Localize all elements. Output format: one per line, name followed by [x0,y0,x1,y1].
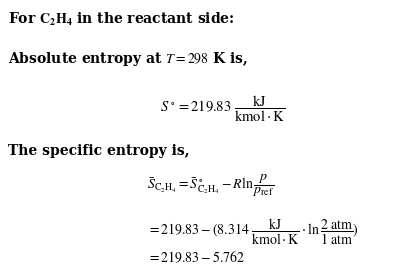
Text: For $\mathbf{C_2H_4}$ in the reactant side:: For $\mathbf{C_2H_4}$ in the reactant si… [8,11,235,28]
Text: The specific entropy is,: The specific entropy is, [8,144,189,158]
Text: $= 219.83 - 5.762$: $= 219.83 - 5.762$ [147,250,245,265]
Text: $= 219.83 - (8.314\ \dfrac{\mathrm{kJ}}{\mathrm{kmol}\cdot\mathrm{K}} \cdot \ln\: $= 219.83 - (8.314\ \dfrac{\mathrm{kJ}}{… [147,217,359,247]
Text: $\bar{S}_{\mathrm{C_2H_4}} = \bar{S}^\circ_{\mathrm{C_2H_4}} - R\ln\dfrac{p}{p_{: $\bar{S}_{\mathrm{C_2H_4}} = \bar{S}^\ci… [147,172,274,199]
Text: $S^\circ = 219.83\ \dfrac{\mathrm{kJ}}{\mathrm{kmol}\cdot\mathrm{K}}$: $S^\circ = 219.83\ \dfrac{\mathrm{kJ}}{\… [160,94,285,124]
Text: Absolute entropy at $T = 298$ K is,: Absolute entropy at $T = 298$ K is, [8,50,248,68]
